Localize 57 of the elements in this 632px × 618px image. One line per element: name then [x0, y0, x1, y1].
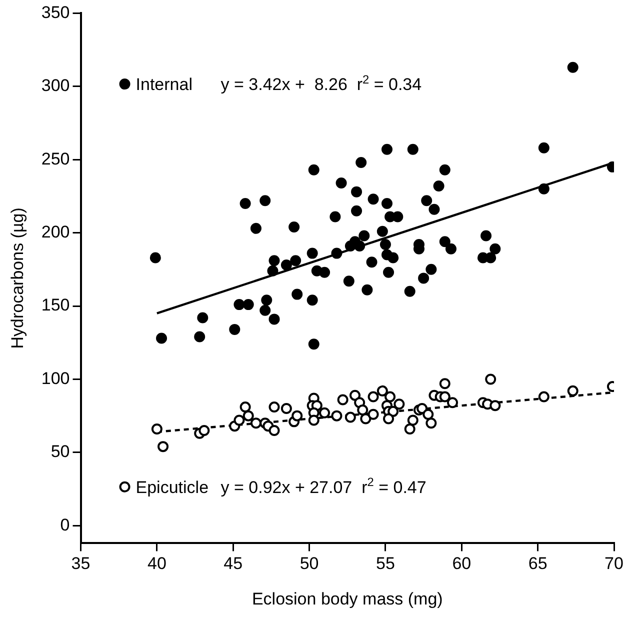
point [538, 391, 550, 402]
point [250, 418, 262, 429]
x-tick-label: 50 [300, 554, 319, 574]
point [394, 398, 405, 410]
x-tick-label: 35 [71, 554, 90, 574]
y-tick-label: 300 [41, 76, 70, 96]
y-tick-label: 0 [60, 515, 70, 534]
point [357, 404, 368, 416]
legend-label: Epicuticle [136, 478, 209, 497]
point [368, 391, 379, 402]
point [416, 403, 428, 414]
x-tick-label: 45 [224, 554, 243, 574]
point [234, 414, 245, 426]
legend-label: Internal [136, 75, 192, 94]
point [426, 418, 437, 429]
x-tick-label: 55 [376, 554, 395, 574]
point [292, 410, 303, 422]
point [350, 390, 360, 401]
point [368, 408, 379, 420]
point [268, 424, 280, 436]
y-tick-label: 50 [50, 442, 70, 462]
y-tick-label: 100 [41, 368, 70, 388]
point [384, 391, 396, 402]
point [158, 441, 169, 452]
point [439, 391, 450, 402]
point [337, 394, 348, 406]
point [490, 400, 501, 412]
point [308, 414, 320, 426]
y-tick-label: 350 [41, 2, 70, 22]
point [344, 412, 356, 423]
y-tick-label: 200 [41, 222, 70, 242]
point [242, 410, 254, 422]
point [407, 414, 418, 426]
point [447, 397, 458, 408]
x-tick-label: 70 [604, 554, 624, 574]
point [268, 402, 280, 413]
x-tick-label: 40 [147, 554, 166, 574]
point [376, 385, 388, 396]
point [198, 424, 210, 436]
x-tick-label: 65 [528, 554, 548, 574]
point [485, 374, 496, 385]
point [240, 402, 251, 413]
point [383, 413, 394, 424]
point [439, 378, 450, 390]
x-tick-label: 60 [452, 554, 472, 574]
point [404, 424, 416, 434]
y-tick-label: 150 [41, 296, 70, 315]
point [567, 385, 578, 396]
point [331, 410, 342, 422]
y-axis-title: Hydrocarbons (µg) [8, 208, 27, 349]
point [151, 424, 162, 434]
x-axis-title: Eclosion body mass (mg) [252, 589, 443, 608]
point [360, 413, 372, 424]
point [280, 403, 292, 414]
point [319, 407, 330, 418]
point [422, 408, 434, 420]
y-tick-label: 250 [41, 149, 70, 168]
